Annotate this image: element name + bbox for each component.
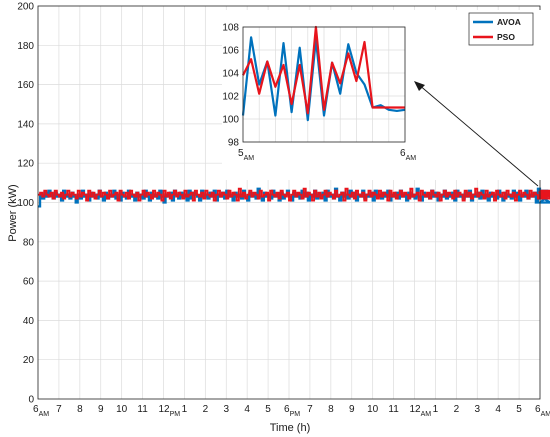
inset-plot-area: [241, 25, 406, 122]
main-x-tick-label-2-num: 8: [77, 404, 83, 415]
main-y-tick-label: 160: [17, 80, 34, 91]
main-x-tick-label-21-num: 3: [475, 404, 481, 415]
legend-box: [468, 12, 534, 46]
main-x-tick-label-11-num: 5: [265, 404, 271, 415]
inset-x-tick-label-0: 5AM: [238, 148, 254, 162]
main-x-tick-label-8-num: 2: [203, 404, 209, 415]
inset-x-tick-label-0-suffix: AM: [244, 155, 255, 162]
main-x-tick-label-16-num: 10: [367, 404, 379, 415]
main-x-tick-label-17: 11: [388, 404, 399, 415]
main-x-tick-label-2: 8: [77, 404, 83, 415]
main-x-tick-label-4: 10: [116, 404, 128, 415]
main-x-tick-label-12: 6PM: [284, 404, 300, 418]
main-x-tick-label-19-num: 1: [433, 404, 439, 415]
inset-y-ticks: 98 100 102 104 106 108: [222, 23, 239, 149]
main-x-tick-label-7: 1: [182, 404, 188, 415]
main-x-tick-label-5: 11: [137, 404, 148, 415]
main-x-tick-label-8: 2: [203, 404, 209, 415]
inset-x-tick-label-0-num: 5: [238, 148, 244, 159]
main-x-tick-label-15-num: 9: [349, 404, 355, 415]
main-y-tick-label: 140: [17, 119, 34, 130]
inset-x-tick-label-1: 6AM: [400, 148, 416, 162]
main-x-tick-label-12-num: 6: [284, 404, 290, 415]
main-y-tick-label: 80: [23, 237, 35, 248]
main-x-tick-label-21: 3: [475, 404, 481, 415]
main-x-tick-label-18: 12AM: [410, 404, 432, 418]
main-x-tick-label-9-num: 3: [224, 404, 230, 415]
y-axis-label: Power (kW): [7, 184, 19, 241]
main-x-tick-label-6-num: 12: [159, 404, 171, 415]
zoom-arrow-head: [414, 81, 425, 91]
main-x-tick-label-10-num: 4: [244, 404, 250, 415]
main-x-tick-label-13-num: 7: [307, 404, 313, 415]
main-y-tick-label: 180: [17, 41, 34, 52]
inset-y-tick-label: 100: [222, 115, 239, 126]
inset-plot-frame: [242, 26, 406, 143]
main-x-tick-label-20: 2: [454, 404, 460, 415]
main-x-tick-label-22: 4: [495, 404, 501, 415]
main-x-tick-label-6-suffix: PM: [170, 411, 181, 418]
inset-series-avoa: [241, 36, 406, 122]
main-x-tick-label-18-num: 12: [410, 404, 422, 415]
main-x-tick-label-19: 1: [433, 404, 439, 415]
legend-label-pso: PSO: [497, 32, 515, 42]
main-x-tick-label-9: 3: [224, 404, 230, 415]
main-x-tick-label-11: 5: [265, 404, 271, 415]
main-x-tick-label-24: 6AM: [535, 404, 550, 418]
main-y-tick-label: 20: [23, 355, 35, 366]
main-x-tick-label-7-num: 1: [182, 404, 188, 415]
inset-x-tick-label-1-num: 6: [400, 148, 406, 159]
inset-y-tick-label: 102: [222, 92, 239, 103]
main-plot-frame: [37, 5, 541, 400]
main-x-tick-label-17-num: 11: [388, 404, 399, 415]
main-y-ticks: 0 20 40 60 80 100 120 140 160 180 200: [17, 2, 34, 406]
main-x-tick-label-12-suffix: PM: [290, 411, 301, 418]
main-x-tick-label-14-num: 8: [328, 404, 334, 415]
main-x-tick-label-1-num: 7: [56, 404, 62, 415]
inset-y-tick-label: 108: [222, 23, 239, 34]
main-x-tick-label-18-suffix: AM: [421, 411, 432, 418]
main-x-tick-label-22-num: 4: [495, 404, 501, 415]
main-x-tick-label-23: 5: [516, 404, 522, 415]
main-x-tick-label-1: 7: [56, 404, 62, 415]
x-axis-label: Time (h): [270, 422, 311, 434]
main-x-tick-label-0-num: 6: [33, 404, 39, 415]
inset-series-pso: [242, 25, 405, 115]
main-x-tick-label-16: 10: [367, 404, 379, 415]
main-y-tick-label: 60: [23, 277, 35, 288]
main-x-tick-label-4-num: 10: [116, 404, 128, 415]
main-y-tick-label: 0: [28, 395, 34, 406]
main-x-tick-label-3-num: 9: [98, 404, 104, 415]
main-x-tick-label-10: 4: [244, 404, 250, 415]
main-x-tick-label-5-num: 11: [137, 404, 148, 415]
main-y-tick-label: 120: [17, 159, 34, 170]
main-x-tick-label-0-suffix: AM: [39, 411, 50, 418]
inset-y-tick-label: 106: [222, 46, 239, 57]
inset-y-tick-label: 104: [222, 69, 239, 80]
inset-x-tick-label-1-suffix: AM: [406, 155, 417, 162]
main-x-tick-label-23-num: 5: [516, 404, 522, 415]
main-y-tick-label: 40: [23, 316, 35, 327]
legend-label-avoa: AVOA: [497, 17, 521, 27]
main-plot-area: [38, 187, 550, 208]
main-x-tick-label-6: 12PM: [159, 404, 181, 418]
main-x-tick-label-3: 9: [98, 404, 104, 415]
main-series-pso: [38, 187, 550, 202]
main-x-tick-label-24-suffix: AM: [541, 411, 550, 418]
main-x-tick-label-13: 7: [307, 404, 313, 415]
main-y-tick-label: 200: [17, 2, 34, 13]
main-x-ticks: 6AM 7 8 9 10 11 12PM 1 2 3 4 5 6PM 7 8 9 10 11 12AM 1 2 3 4 5 6A…: [33, 404, 550, 418]
inset-x-ticks: 5AM 6AM: [238, 148, 416, 162]
zoom-arrow-line: [417, 83, 539, 187]
main-x-tick-label-14: 8: [328, 404, 334, 415]
inset-y-tick-label: 98: [228, 138, 240, 149]
main-x-tick-label-0: 6AM: [33, 404, 49, 418]
main-y-tick-label: 100: [17, 198, 34, 209]
legend: AVOA PSO: [468, 12, 534, 46]
main-x-tick-label-24-num: 6: [535, 404, 541, 415]
main-x-tick-label-15: 9: [349, 404, 355, 415]
main-x-tick-label-20-num: 2: [454, 404, 460, 415]
